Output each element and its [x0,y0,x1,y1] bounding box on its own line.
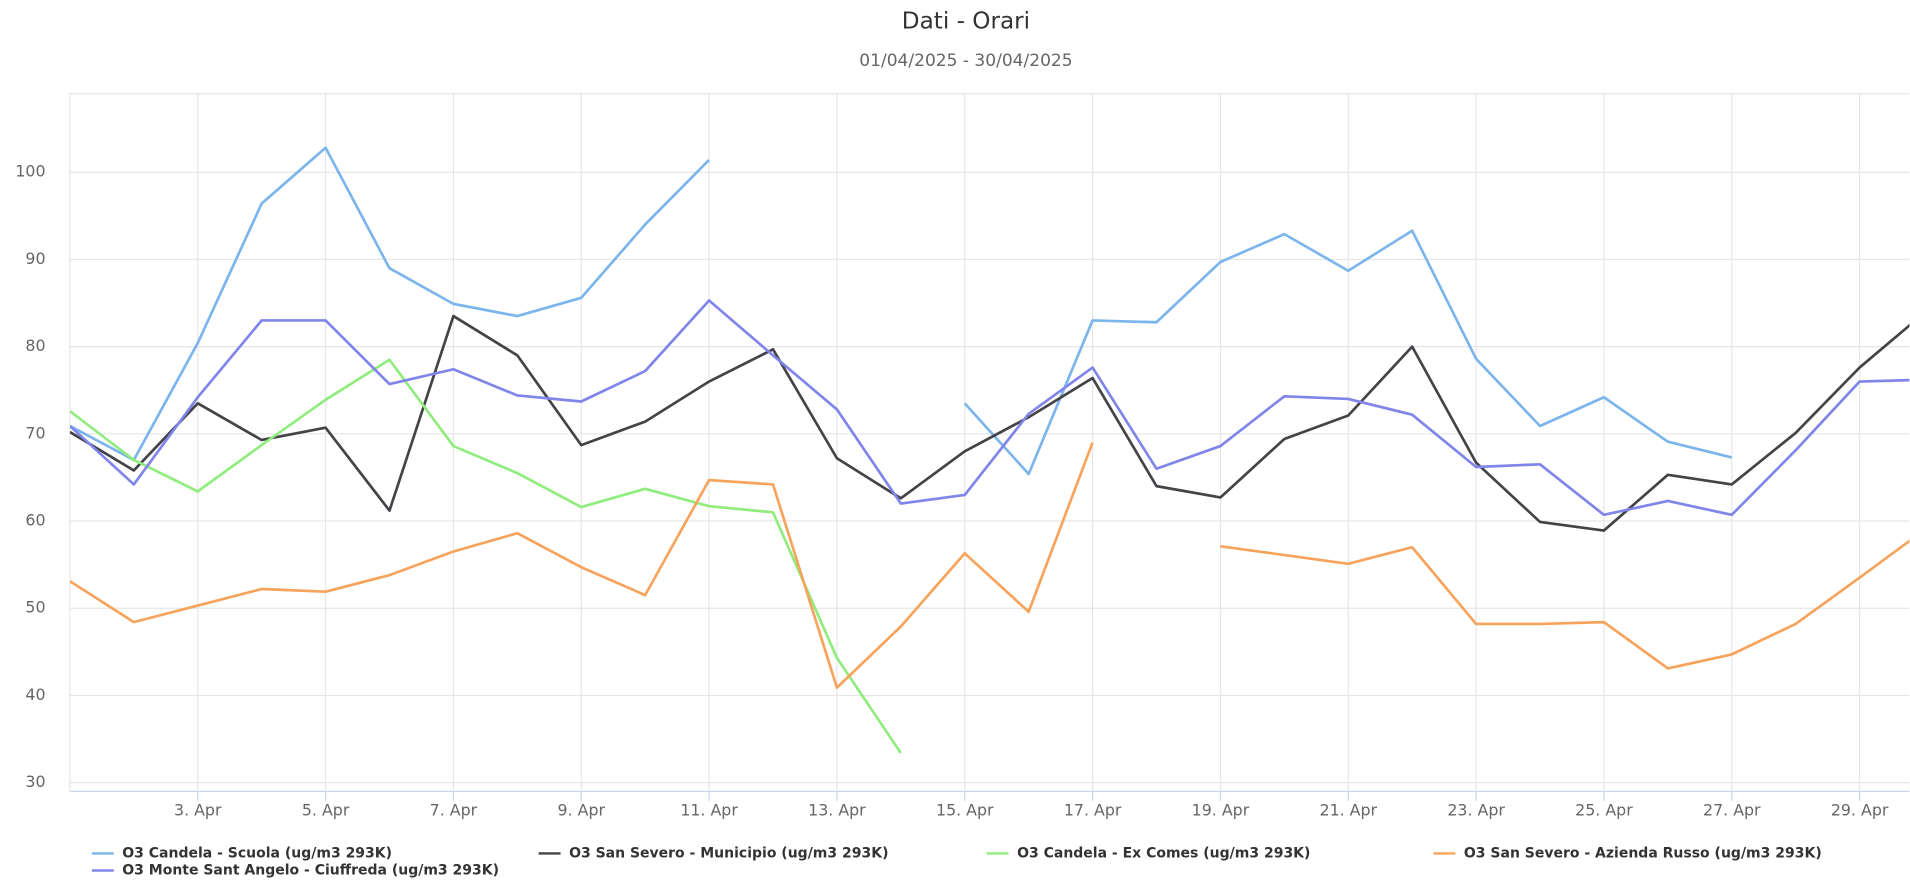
legend-label: O3 San Severo - Municipio (ug/m3 293K) [569,845,888,861]
chart-title: Dati - Orari [902,8,1030,34]
y-tick-label: 70 [25,423,45,442]
x-tick-label: 17. Apr [1064,800,1122,819]
y-tick-label: 90 [25,249,45,268]
legend-label: O3 Candela - Scuola (ug/m3 293K) [122,845,392,861]
series-line [69,314,1910,532]
x-tick-label: 25. Apr [1575,800,1633,819]
legend-label: O3 Candela - Ex Comes (ug/m3 293K) [1017,845,1310,861]
x-tick-label: 21. Apr [1320,800,1378,819]
y-tick-label: 50 [25,598,45,617]
y-tick-label: 60 [25,511,45,530]
x-tick-label: 19. Apr [1192,800,1250,819]
x-tick-label: 7. Apr [430,800,478,819]
y-tick-label: 30 [25,772,45,791]
legend-label: O3 San Severo - Azienda Russo (ug/m3 293… [1464,845,1822,861]
series-line [69,358,902,754]
x-tick-label: 5. Apr [302,800,350,819]
y-tick-label: 40 [25,685,45,704]
x-tick-label: 27. Apr [1703,800,1761,819]
x-tick-label: 15. Apr [936,800,994,819]
x-tick-label: 11. Apr [680,800,738,819]
plot-area [69,146,1910,754]
series-line [69,299,1910,517]
x-tick-label: 9. Apr [558,800,606,819]
series-line [69,146,1733,476]
chart-subtitle: 01/04/2025 - 30/04/2025 [859,51,1072,71]
legend: O3 Candela - Scuola (ug/m3 293K) O3 San S… [91,845,1822,878]
legend-label: O3 Monte Sant Angelo - Ciuffreda (ug/m3 … [122,862,499,878]
x-tick-label: 29. Apr [1831,800,1889,819]
y-tick-label: 80 [25,336,45,355]
series-line [69,442,1910,689]
x-tick-label: 23. Apr [1447,800,1505,819]
y-tick-label: 100 [15,162,45,181]
grid: 30 40 50 60 70 80 90 100 3. Apr 5. Apr 7. Apr 9. Ap… [15,93,1910,819]
x-tick-label: 13. Apr [808,800,866,819]
x-tick-label: 3. Apr [174,800,222,819]
